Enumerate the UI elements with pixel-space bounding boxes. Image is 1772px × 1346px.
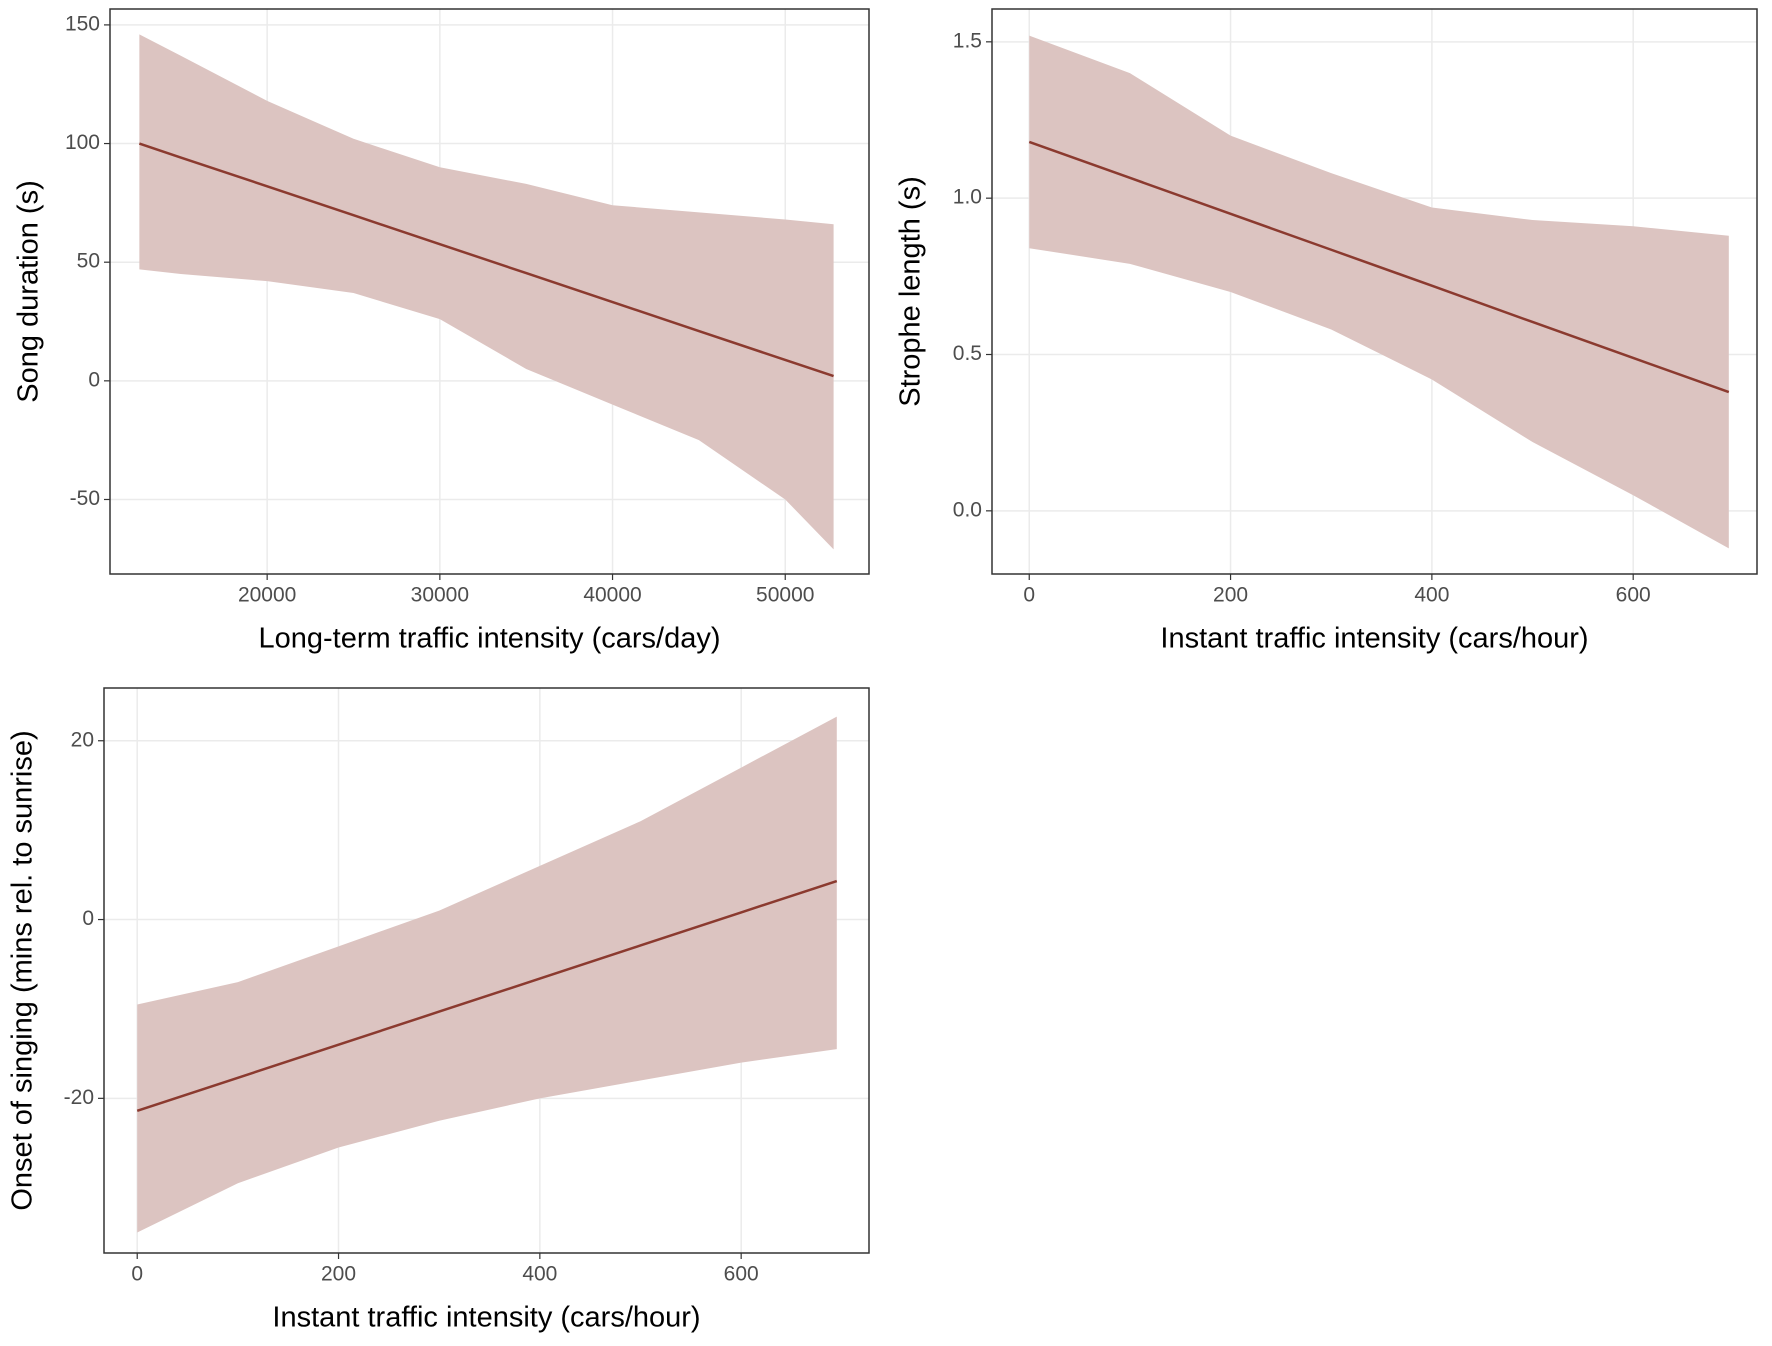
x-tick-label: 600	[724, 1263, 759, 1286]
x-tick-label: 0	[131, 1263, 143, 1286]
y-axis-title: Song duration (s)	[13, 180, 45, 402]
y-tick-label: 0	[82, 907, 94, 930]
panel: 0.0 0.5 1.0 1.5 0 200 400 600 Instant traffic in…	[895, 8, 1758, 655]
x-tick-label: 200	[321, 1263, 356, 1286]
plot-border	[109, 8, 870, 575]
plot-border	[991, 8, 1758, 575]
y-tick-label: 20	[71, 728, 94, 751]
x-tick-label: 0	[1023, 584, 1035, 607]
x-tick-label: 40000	[583, 584, 641, 607]
confidence-band	[139, 34, 834, 550]
y-tick-label: 150	[65, 12, 100, 35]
line	[138, 142, 834, 378]
line	[1028, 140, 1730, 394]
x-axis-title: Instant traffic intensity (cars/hour)	[272, 1302, 700, 1334]
confidence-band	[1029, 35, 1729, 549]
confidence-band	[137, 716, 837, 1233]
plot-border	[103, 687, 870, 1254]
x-axis-title: Long-term traffic intensity (cars/day)	[258, 623, 720, 655]
x-axis-title: Instant traffic intensity (cars/hour)	[1160, 623, 1588, 655]
y-tick-label: -50	[70, 487, 100, 510]
y-tick-label: 0	[88, 368, 100, 391]
y-axis-title: Strophe length (s)	[895, 176, 927, 407]
y-tick-label: 0.5	[953, 342, 982, 365]
y-axis-title: Onset of singing (mins rel. to sunrise)	[7, 730, 39, 1210]
panel: -50 0 50 100 150 20000 30000 40000 50000 Long-ter…	[13, 8, 870, 655]
x-tick-label: 30000	[411, 584, 469, 607]
x-tick-label: 400	[1414, 584, 1449, 607]
x-tick-label: 200	[1213, 584, 1248, 607]
y-tick-label: 1.0	[953, 186, 982, 209]
line	[136, 879, 838, 1113]
y-tick-label: 50	[77, 250, 100, 273]
x-tick-label: 20000	[238, 584, 296, 607]
x-tick-label: 400	[522, 1263, 557, 1286]
y-tick-label: -20	[64, 1086, 94, 1109]
x-tick-label: 50000	[756, 584, 814, 607]
y-tick-label: 1.5	[953, 29, 982, 52]
y-tick-label: 0.0	[953, 498, 982, 521]
y-tick-label: 100	[65, 131, 100, 154]
x-tick-label: 600	[1616, 584, 1651, 607]
